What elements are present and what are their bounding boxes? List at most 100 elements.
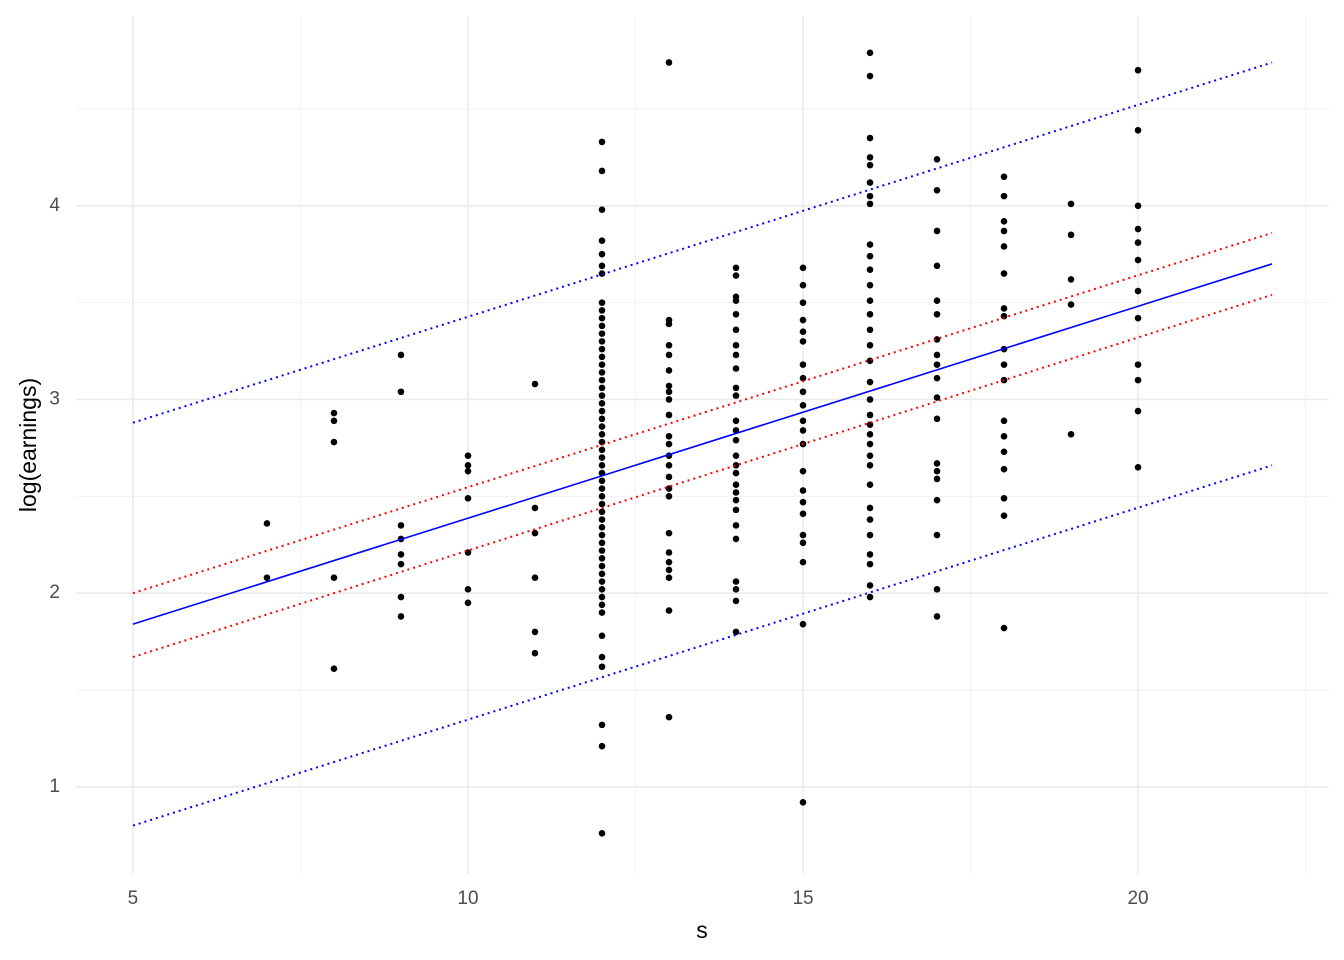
- point: [866, 326, 874, 334]
- point: [1134, 256, 1142, 264]
- point: [665, 493, 673, 500]
- point: [598, 570, 606, 578]
- point: [330, 574, 338, 581]
- point: [732, 365, 740, 372]
- point: [1067, 231, 1075, 239]
- point: [1134, 463, 1142, 471]
- point: [732, 272, 740, 279]
- point: [732, 578, 740, 585]
- point: [866, 411, 874, 419]
- point: [598, 361, 606, 368]
- point: [665, 713, 673, 721]
- point: [1067, 301, 1075, 308]
- point: [799, 487, 807, 494]
- interval-line: [132, 231, 1273, 595]
- point: [732, 462, 740, 469]
- point: [866, 281, 874, 289]
- point: [1000, 270, 1008, 277]
- point: [531, 574, 539, 581]
- point: [1000, 417, 1008, 425]
- point: [1000, 624, 1008, 632]
- point: [598, 314, 606, 322]
- point: [598, 477, 606, 485]
- x-tick-label: 20: [1127, 888, 1148, 909]
- point: [1000, 305, 1008, 312]
- point: [1000, 173, 1008, 181]
- point: [598, 578, 606, 585]
- point: [1000, 312, 1008, 320]
- point: [598, 593, 606, 601]
- point: [598, 423, 606, 430]
- point: [1134, 314, 1142, 322]
- point: [732, 384, 740, 392]
- point: [531, 628, 539, 636]
- point: [866, 310, 874, 318]
- point: [1000, 432, 1008, 440]
- point: [1134, 202, 1142, 210]
- point: [732, 264, 740, 272]
- point: [665, 607, 673, 614]
- point: [799, 510, 807, 518]
- point: [732, 392, 740, 399]
- point: [531, 529, 539, 537]
- point: [933, 227, 941, 235]
- point: [665, 549, 673, 556]
- point: [464, 494, 472, 502]
- point: [598, 369, 606, 376]
- point: [665, 529, 673, 537]
- point: [866, 516, 874, 523]
- point: [866, 161, 874, 169]
- point: [598, 547, 606, 554]
- point: [866, 72, 874, 80]
- point: [866, 134, 874, 142]
- point: [732, 506, 740, 514]
- point: [464, 452, 472, 459]
- point: [933, 374, 941, 382]
- point: [799, 401, 807, 409]
- point: [933, 361, 941, 368]
- point: [598, 250, 606, 258]
- point: [598, 555, 606, 562]
- point: [866, 192, 874, 200]
- point: [598, 493, 606, 500]
- point: [1134, 361, 1142, 368]
- point: [598, 345, 606, 353]
- marks: [132, 49, 1273, 837]
- point: [732, 351, 740, 359]
- point: [866, 341, 874, 349]
- point: [598, 485, 606, 492]
- point: [397, 551, 405, 558]
- point: [665, 462, 673, 469]
- point: [732, 297, 740, 305]
- point: [933, 336, 941, 343]
- point: [866, 266, 874, 274]
- interval-line: [132, 293, 1273, 659]
- x-tick-label: 15: [792, 888, 813, 909]
- point: [598, 531, 606, 539]
- y-axis-title: log(earnings): [15, 378, 41, 512]
- point: [665, 558, 673, 566]
- point: [330, 665, 338, 672]
- point: [397, 388, 405, 396]
- point: [933, 467, 941, 475]
- point: [598, 539, 606, 547]
- point: [933, 310, 941, 318]
- point: [799, 417, 807, 425]
- point: [330, 409, 338, 417]
- point: [665, 59, 673, 66]
- point: [598, 524, 606, 531]
- point: [665, 432, 673, 440]
- point: [665, 396, 673, 403]
- point: [799, 498, 807, 506]
- point: [665, 566, 673, 574]
- point: [665, 351, 673, 359]
- point: [732, 436, 740, 444]
- point: [1067, 200, 1075, 208]
- point: [598, 742, 606, 750]
- point: [598, 400, 606, 407]
- point: [866, 431, 874, 438]
- point: [598, 462, 606, 469]
- point: [598, 663, 606, 671]
- point: [598, 307, 606, 314]
